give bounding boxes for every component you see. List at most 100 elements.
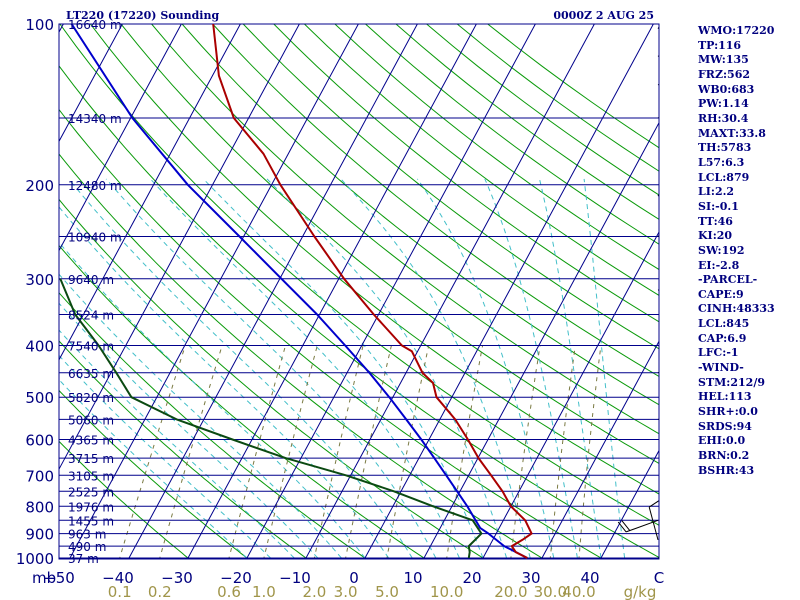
sounding-index: SI:-0.1 [698,199,739,213]
temperature-tick-label: −30 [161,569,193,587]
mixing-ratio-axis-label: g/kg [624,583,657,600]
temperature-tick-label: −40 [102,569,134,587]
height-level-label: 5060 m [68,413,114,427]
temperature-tick-label: 10 [403,569,422,587]
moist-adiabat [539,178,602,559]
mixing-ratio-tick-label: 1.0 [252,583,276,600]
wind-barb [657,116,659,119]
height-level-label: 1976 m [68,500,114,514]
pressure-tick-label: 700 [25,467,54,485]
moist-adiabat [484,178,578,559]
sounding-index: LCL:879 [698,170,750,184]
moist-adiabat [203,178,484,559]
pressure-tick-label: 100 [25,16,54,34]
dry-adiabat [304,24,659,296]
moist-adiabat [150,178,460,559]
sounding-index: EHI:0.0 [698,434,746,448]
sounding-index: SHR+:0.0 [698,405,758,419]
dry-adiabat [59,65,659,559]
mixing-ratio-line [344,345,392,559]
sounding-index: TH:5783 [698,141,752,155]
wind-barbs [617,26,659,559]
mixing-ratio-tick-label: 0.1 [108,583,132,600]
isotherm [0,12,11,569]
isotherm [481,231,659,559]
wind-barb [657,418,659,420]
isotherm [540,340,659,559]
height-level-label: 9640 m [68,273,114,287]
sounding-index: CAP:6.9 [698,331,747,345]
sounding-index: SRDS:94 [698,419,752,433]
wind-barb [657,26,659,29]
height-level-label: 14340 m [68,112,122,126]
wind-barb [657,83,659,86]
sounding-index: EI:-2.8 [698,258,740,272]
isotherm [59,24,300,471]
pressure-tick-label: 500 [25,389,54,407]
sounding-indices-panel: WMO:17220 TP:116 MW:135 FRZ:562 WB0:683 PW:1.… [698,24,798,478]
height-level-label: 12480 m [68,179,122,193]
parcel-trace [70,24,528,559]
sounding-index: LCL:845 [698,317,750,331]
moist-adiabat [59,241,366,559]
chart-title: LT220 (17220) Sounding [66,9,219,22]
isotherm [422,121,659,559]
dry-adiabat [242,24,659,350]
mixing-ratio-tick-label: 3.0 [334,583,358,600]
sounding-index: BRN:0.2 [698,449,750,463]
height-level-label: 6635 m [68,367,114,381]
valid-time: 0000Z 2 AUG 25 [553,9,654,22]
sounding-index: LI:2.2 [698,185,735,199]
sounding-index: CAPE:9 [698,287,744,301]
moist-adiabat [59,206,390,559]
mixing-ratio-tick-label: 40.0 [562,583,595,600]
sounding-index: KI:20 [698,229,733,243]
sounding-index: WB0:683 [698,82,755,96]
height-level-label: 10940 m [68,231,122,245]
dry-adiabat [59,24,659,526]
mixing-ratio-line [510,345,541,559]
isotherm [186,24,477,559]
sounding-index: LFC:-1 [698,346,739,360]
moist-adiabat [340,178,531,559]
pressure-tick-label: 400 [25,338,54,356]
pressure-tick-label: 600 [25,432,54,450]
mixing-ratio-tick-label: 5.0 [375,583,399,600]
height-level-label: 16640 m [68,18,122,32]
mixing-ratio-tick-label: 0.6 [217,583,241,600]
pressure-tick-label: 200 [25,177,54,195]
sounding-index: RH:30.4 [698,111,749,125]
sounding-index: STM:212/9 [698,375,765,389]
height-level-label: 1455 m [68,514,114,528]
pressure-axis-label: mb [32,569,56,587]
dry-adiabat [212,24,659,377]
isotherm [245,24,536,559]
wind-barb [657,234,659,237]
height-level-label: 4365 m [68,434,114,448]
sounding-index: PW:1.14 [698,97,749,111]
dry-adiabat [59,198,486,559]
height-level-label: 7540 m [68,340,114,354]
moist-adiabat [68,178,413,559]
mixing-ratio-line [263,345,318,559]
height-level-label: 963 m [68,528,106,542]
temperature-trace [212,24,533,559]
height-level-label: 2525 m [68,485,114,499]
isotherm [59,24,182,252]
dry-adiabat [273,24,659,323]
moist-adiabat [266,178,508,559]
wind-barb [657,371,659,374]
moist-adiabat [59,354,271,559]
dry-adiabat [59,389,250,559]
wind-barb [657,193,659,197]
isotherm [599,449,659,559]
mixing-ratio-tick-label: 2.0 [302,583,326,600]
mixing-ratio-line [313,345,364,559]
pressure-tick-label: 800 [25,498,54,516]
dry-adiabat [334,24,659,271]
mixing-ratio-tick-label: 20.0 [494,583,527,600]
sounding-index: -PARCEL- [698,273,758,287]
plot-frame [58,23,660,560]
sounding-index: TT:46 [698,214,733,228]
